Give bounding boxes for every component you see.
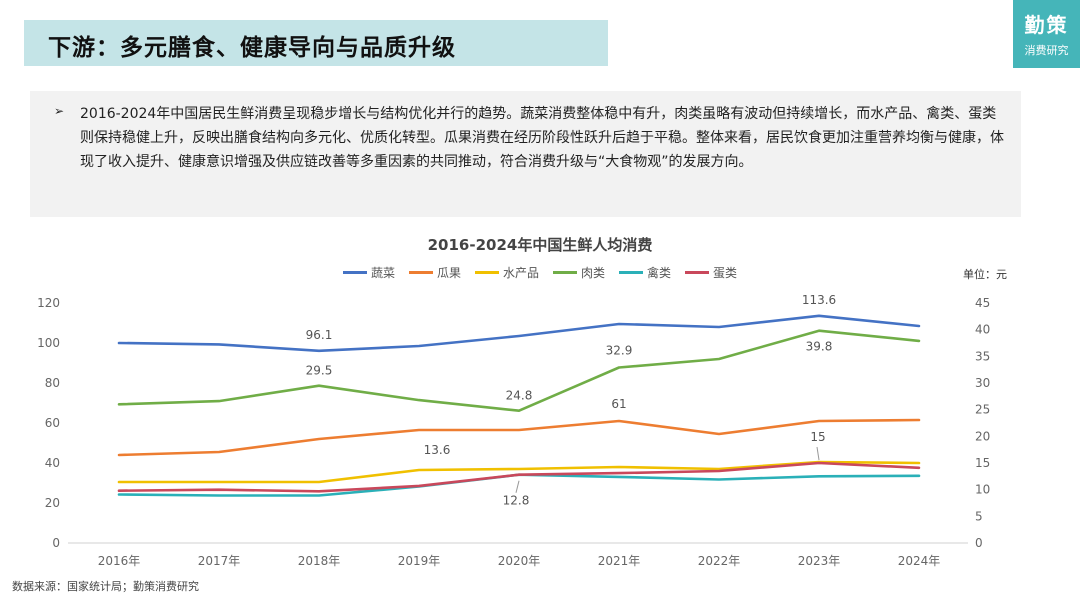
- x-tick-label: 2023年: [798, 554, 841, 568]
- series-line-4: [117, 473, 921, 497]
- legend-item: 禽类: [619, 264, 671, 281]
- series-line-3: [117, 329, 921, 413]
- data-label: 15: [810, 430, 825, 444]
- y-left-tick-label: 20: [45, 496, 60, 510]
- chart-legend: 蔬菜 瓜果 水产品 肉类 禽类 蛋类: [0, 264, 1080, 281]
- legend-item: 蔬菜: [342, 264, 395, 281]
- data-label: 113.6: [802, 293, 836, 307]
- y-left-tick-label: 80: [45, 376, 60, 390]
- bullet-arrow-icon: ➢: [54, 104, 65, 118]
- brand-logo: 勤策 消费研究: [1013, 0, 1080, 68]
- y-left-tick-label: 0: [52, 536, 60, 550]
- y-right-tick-label: 40: [975, 323, 990, 337]
- legend-item: 水产品: [474, 264, 539, 281]
- legend-swatch: [342, 271, 367, 274]
- page-title: 下游：多元膳食、健康导向与品质升级: [48, 35, 456, 61]
- legend-swatch: [553, 271, 577, 274]
- brand-name: 勤策: [1024, 13, 1069, 37]
- legend-label: 蔬菜: [370, 266, 395, 280]
- data-label: 13.6: [424, 443, 451, 457]
- data-label: 24.8: [506, 389, 533, 403]
- legend-swatch: [408, 271, 433, 274]
- legend-item: 蛋类: [685, 264, 737, 281]
- annotation-leader: [816, 446, 820, 461]
- y-left-tick-label: 120: [37, 296, 60, 310]
- y-right-tick-label: 0: [975, 536, 983, 550]
- x-tick-label: 2016年: [98, 554, 141, 568]
- y-right-tick-label: 10: [975, 483, 990, 497]
- y-right-tick-label: 25: [975, 403, 990, 417]
- y-left-tick-label: 60: [45, 416, 60, 430]
- legend-label: 禽类: [647, 266, 672, 280]
- y-right-tick-label: 30: [975, 376, 990, 390]
- y-left-tick-label: 100: [37, 336, 60, 350]
- y-left-tick-label: 40: [45, 456, 60, 470]
- x-tick-label: 2022年: [698, 554, 741, 568]
- legend-label: 水产品: [502, 266, 539, 280]
- data-label: 61: [611, 397, 626, 411]
- legend-swatch: [685, 271, 710, 274]
- y-right-tick-label: 35: [975, 349, 990, 363]
- summary-text: 2016-2024年中国居民生鲜消费呈现稳步增长与结构优化并行的趋势。蔬菜消费整…: [80, 106, 1004, 170]
- series-line-2: [117, 460, 921, 484]
- brand-subtitle: 消费研究: [1024, 44, 1069, 57]
- data-label: 39.8: [806, 340, 833, 354]
- unit-label: 单位：元: [963, 268, 1007, 281]
- x-tick-label: 2024年: [898, 554, 941, 568]
- data-label: 32.9: [606, 344, 633, 358]
- legend-label: 瓜果: [436, 266, 461, 280]
- x-tick-label: 2019年: [398, 554, 441, 568]
- page-title-bar: 下游：多元膳食、健康导向与品质升级: [24, 20, 608, 66]
- x-tick-label: 2021年: [598, 554, 641, 568]
- y-right-tick-label: 20: [975, 429, 990, 443]
- legend-swatch: [474, 271, 499, 274]
- x-tick-label: 2017年: [198, 554, 241, 568]
- data-label: 29.5: [306, 364, 333, 378]
- legend-item: 肉类: [553, 264, 605, 281]
- annotation-leader: [515, 480, 520, 493]
- data-label: 12.8: [503, 494, 530, 508]
- series-line-5: [117, 461, 921, 493]
- legend-item: 瓜果: [408, 264, 461, 281]
- series-line-0: [117, 314, 921, 353]
- legend-swatch: [619, 271, 644, 274]
- series-line-1: [117, 418, 921, 457]
- summary-box: ➢ 2016-2024年中国居民生鲜消费呈现稳步增长与结构优化并行的趋势。蔬菜消…: [30, 91, 1021, 217]
- data-label: 96.1: [306, 328, 333, 342]
- data-source: 数据来源：国家统计局；勤策消费研究: [12, 580, 199, 593]
- y-right-tick-label: 15: [975, 456, 990, 470]
- legend-label: 肉类: [581, 266, 606, 280]
- legend-label: 蛋类: [713, 266, 738, 280]
- chart-title: 2016-2024年中国生鲜人均消费: [427, 236, 653, 254]
- y-right-tick-label: 5: [975, 509, 983, 523]
- y-right-tick-label: 45: [975, 296, 990, 310]
- x-tick-label: 2018年: [298, 554, 341, 568]
- x-tick-label: 2020年: [498, 554, 541, 568]
